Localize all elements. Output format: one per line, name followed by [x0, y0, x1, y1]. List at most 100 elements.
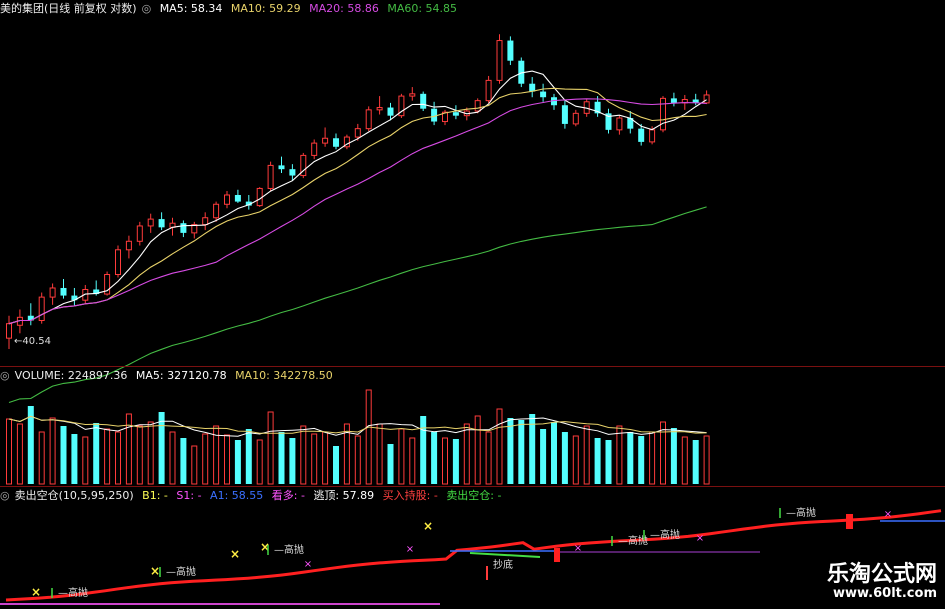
- volume-bar: [147, 421, 154, 485]
- watermark-url: www.60lt.com: [832, 586, 937, 601]
- volume-bar: [507, 418, 514, 484]
- candle-body: [420, 93, 427, 109]
- candle-body: [474, 100, 481, 112]
- volume-bar: [6, 418, 12, 485]
- candle-body: [496, 40, 503, 81]
- candle-body: [638, 128, 645, 142]
- price-panel-header: 美的集团(日线 前复权 对数) ◎ MA5: 58.34 MA10: 59.29 …: [0, 2, 458, 15]
- volume-bar: [136, 425, 143, 485]
- kd-marker: ×: [696, 533, 704, 544]
- candle-body: [333, 138, 339, 147]
- volume-bar: [311, 433, 318, 485]
- candle-body: [518, 60, 525, 84]
- candle-body: [452, 112, 459, 116]
- candle-body: [431, 108, 438, 122]
- candle-body: [398, 95, 405, 117]
- volume-bar: [27, 406, 34, 484]
- volume-bar: [71, 434, 78, 484]
- volume-bar: [115, 431, 121, 485]
- candle-body: [191, 224, 198, 234]
- kd-marker: ×: [406, 544, 414, 555]
- ma5-readout: MA5: 58.34: [159, 2, 223, 15]
- candle-body: [376, 107, 383, 111]
- candle-body: [6, 323, 12, 339]
- volume-bar: [452, 439, 459, 484]
- ma10-readout: MA10: 59.29: [230, 2, 301, 15]
- volume-bar: [104, 428, 111, 485]
- buy-label: 抄底: [493, 558, 513, 571]
- candle-body: [703, 94, 710, 104]
- candle-body: [387, 107, 394, 116]
- volume-ma10-readout: MA10: 342278.50: [235, 369, 333, 382]
- candle-body: [551, 97, 557, 106]
- mc-readout: 卖出空仓: -: [446, 489, 502, 502]
- mr-readout: 买入持股: -: [382, 489, 438, 502]
- kd-marker: ×: [304, 559, 312, 570]
- candle-body: [180, 223, 187, 233]
- volume-bar: [158, 412, 165, 484]
- panel-divider[interactable]: [0, 366, 945, 367]
- candle-body: [38, 296, 45, 321]
- candle-body: [409, 93, 416, 97]
- volume-bar: [16, 423, 23, 485]
- volume-bar: [529, 414, 536, 484]
- candle-body: [322, 137, 329, 144]
- candle-body: [594, 101, 601, 114]
- sell-label: —高抛: [786, 506, 816, 519]
- volume-bar: [322, 431, 329, 485]
- candle-body: [561, 105, 568, 124]
- volume-bar: [398, 428, 405, 485]
- indicator-panel-header: ◎ 卖出空仓(10,5,95,250) B1: - S1: - A1: 58.55…: [0, 489, 502, 502]
- candle-body: [256, 187, 263, 207]
- candle-body: [660, 97, 666, 131]
- volume-bar: [278, 432, 285, 484]
- volume-bar: [409, 437, 416, 485]
- tj-readout: 逃顶: 57.89: [313, 489, 375, 502]
- candle-body: [213, 203, 220, 219]
- candle-body: [354, 128, 361, 138]
- volume-bar: [561, 432, 568, 484]
- volume-bar: [93, 423, 100, 484]
- volume-bar: [420, 416, 427, 484]
- volume-bar: [289, 438, 296, 484]
- volume-bar: [670, 428, 677, 484]
- volume-bar: [343, 423, 350, 485]
- candle-body: [82, 288, 89, 301]
- candle-body: [627, 118, 634, 129]
- volume-bar: [49, 417, 56, 485]
- candle-body: [692, 99, 699, 103]
- volume-bar: [267, 411, 274, 485]
- volume-bar: [692, 440, 699, 484]
- indicator-line: [5, 509, 942, 602]
- volume-bar: [681, 436, 688, 485]
- volume-bar: [540, 429, 547, 484]
- candle-body: [616, 117, 623, 131]
- volume-readout: VOLUME: 224897.36: [14, 369, 128, 382]
- volume-bar: [605, 440, 612, 484]
- x-marker: ×: [230, 547, 240, 561]
- panel-divider[interactable]: [0, 486, 945, 487]
- volume-bar: [191, 445, 198, 485]
- b1-readout: B1: -: [142, 489, 168, 502]
- volume-bar: [169, 431, 176, 485]
- x-marker: ×: [423, 519, 433, 533]
- ma20-readout: MA20: 58.86: [309, 2, 379, 15]
- volume-bar: [463, 423, 470, 485]
- candle-body: [485, 79, 492, 102]
- volume-bar: [60, 426, 67, 484]
- volume-ma5-line: [8, 415, 707, 437]
- candle-body: [311, 142, 318, 156]
- stock-title: 美的集团(日线 前复权 对数): [0, 2, 137, 15]
- sell-label: —高抛: [618, 534, 648, 547]
- volume-bar: [180, 438, 187, 484]
- candle-body: [442, 111, 448, 123]
- indicator-title: 卖出空仓(10,5,95,250): [14, 489, 134, 502]
- tj-line: [469, 552, 541, 558]
- x-marker: ×: [260, 540, 270, 554]
- volume-bar: [518, 420, 525, 484]
- candle-body: [507, 40, 514, 61]
- candle-body: [202, 217, 209, 226]
- candle-body: [605, 113, 612, 130]
